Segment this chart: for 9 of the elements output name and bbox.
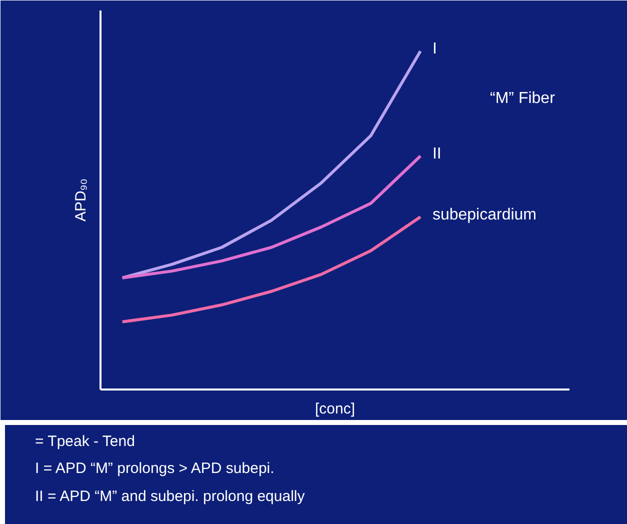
series-label: II [432, 146, 442, 163]
text: I = APD “M” prolongs > APD subepi. [35, 459, 276, 480]
text: “M” Fiber [490, 90, 556, 107]
series-label: subepicardium [432, 206, 537, 224]
x-axis-title: [conc] [314, 400, 356, 418]
text: = Tpeak - Tend [35, 432, 136, 452]
text: II = APD “M” and subepi. prolong equally [35, 486, 305, 507]
series-label: I [432, 40, 437, 58]
y-axis-title: APD₉₀ [72, 178, 90, 222]
